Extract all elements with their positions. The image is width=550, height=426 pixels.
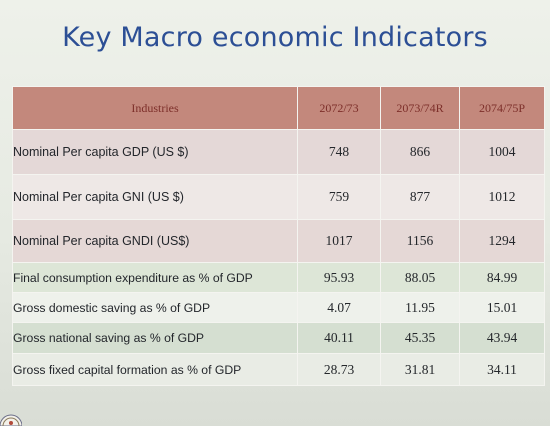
table-cell: 88.05 [380, 262, 460, 293]
column-header-industries: Industries [12, 86, 298, 130]
table-cell: 28.73 [297, 353, 381, 386]
table-cell: 84.99 [459, 262, 545, 293]
table-cell: 45.35 [380, 322, 460, 354]
table-header-row: Industries 2072/73 2073/74R 2074/75P [12, 86, 545, 130]
table-cell: 748 [297, 129, 381, 175]
table-row: Gross fixed capital formation as % of GD… [12, 353, 545, 386]
table-cell: 1156 [380, 219, 460, 263]
table-cell: 15.01 [459, 292, 545, 323]
table-cell: 1012 [459, 174, 545, 220]
column-header-2072-73: 2072/73 [297, 86, 381, 130]
table-cell: 40.11 [297, 322, 381, 354]
table-row: Nominal Per capita GNI (US $) 759 877 10… [12, 174, 545, 220]
table-cell: 759 [297, 174, 381, 220]
table-row: Gross domestic saving as % of GDP 4.07 1… [12, 292, 545, 323]
table-row: Final consumption expenditure as % of GD… [12, 262, 545, 293]
table-row: Gross national saving as % of GDP 40.11 … [12, 322, 545, 354]
slide-title: Key Macro economic Indicators [62, 22, 488, 53]
row-label: Nominal Per capita GNDI (US$) [12, 219, 298, 263]
table-cell: 95.93 [297, 262, 381, 293]
column-header-2073-74r: 2073/74R [380, 86, 460, 130]
table-cell: 4.07 [297, 292, 381, 323]
table-cell: 34.11 [459, 353, 545, 386]
indicators-table: Industries 2072/73 2073/74R 2074/75P Nom… [12, 86, 545, 386]
table-row: Nominal Per capita GNDI (US$) 1017 1156 … [12, 219, 545, 263]
row-label: Nominal Per capita GNI (US $) [12, 174, 298, 220]
emblem-seal-icon [0, 414, 22, 426]
row-label: Nominal Per capita GDP (US $) [12, 129, 298, 175]
table-cell: 866 [380, 129, 460, 175]
table-cell: 877 [380, 174, 460, 220]
column-header-2074-75p: 2074/75P [459, 86, 545, 130]
row-label: Gross fixed capital formation as % of GD… [12, 353, 298, 386]
table-row: Nominal Per capita GDP (US $) 748 866 10… [12, 129, 545, 175]
table-cell: 1004 [459, 129, 545, 175]
table-cell: 11.95 [380, 292, 460, 323]
table-cell: 1017 [297, 219, 381, 263]
row-label: Gross national saving as % of GDP [12, 322, 298, 354]
row-label: Final consumption expenditure as % of GD… [12, 262, 298, 293]
row-label: Gross domestic saving as % of GDP [12, 292, 298, 323]
table-cell: 1294 [459, 219, 545, 263]
table-cell: 43.94 [459, 322, 545, 354]
table-cell: 31.81 [380, 353, 460, 386]
